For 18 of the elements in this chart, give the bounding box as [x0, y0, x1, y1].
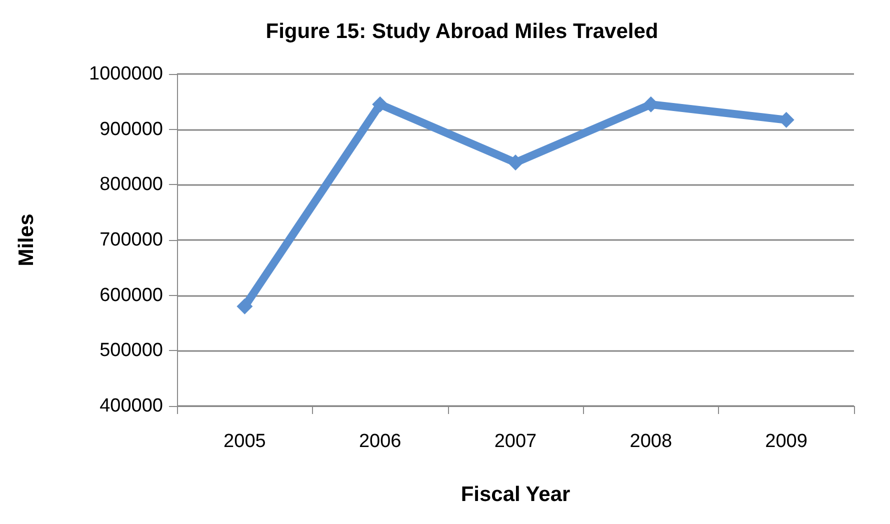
x-tick-label: 2009	[765, 431, 808, 452]
y-tick-label: 400000	[100, 396, 163, 416]
point	[236, 298, 253, 314]
x-tick-label: 2006	[358, 431, 402, 452]
chart-title: Figure 15: Study Abroad Miles Traveled	[266, 20, 658, 43]
y-tick-label: 900000	[100, 118, 163, 140]
y-tick-label: 600000	[100, 284, 163, 306]
y-tick-label: 500000	[100, 340, 163, 362]
x-tick-label: 2007	[494, 431, 537, 452]
y-tick-label: 1000000	[89, 64, 163, 84]
x-tick-label: 2005	[224, 431, 266, 452]
x-tick-label: 2008	[630, 431, 672, 452]
y-tick-label: 700000	[100, 230, 163, 250]
x-axis-title: Fiscal Year	[460, 483, 570, 506]
y-axis-title: Miles	[15, 214, 38, 266]
y-tick-label: 800000	[100, 174, 163, 196]
point	[508, 154, 524, 171]
point	[372, 96, 388, 112]
